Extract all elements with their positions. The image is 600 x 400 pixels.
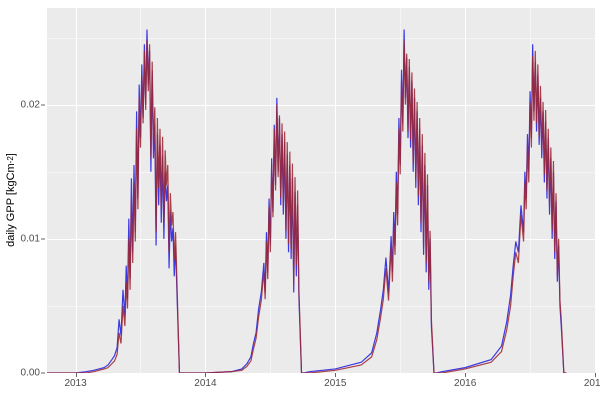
x-axis-tick-label: 2014	[194, 378, 217, 389]
gridline-major-vertical	[75, 8, 77, 373]
x-axis-tick-mark	[465, 373, 467, 377]
x-axis-tick-label: 2017	[583, 378, 600, 389]
gridline-minor-horizontal	[47, 171, 595, 173]
x-axis-tick-label: 2013	[64, 378, 87, 389]
y-axis-tick-labels: 0.00 0.01 0.02	[0, 0, 40, 400]
y-axis-tick-mark	[41, 372, 45, 374]
gridline-major-vertical	[465, 8, 467, 373]
series-line-red	[47, 40, 567, 373]
x-axis-tick-mark	[335, 373, 337, 377]
gridline-minor-vertical	[530, 8, 532, 373]
x-axis-tick-label: 2016	[454, 378, 477, 389]
gridline-major-horizontal	[47, 238, 595, 240]
y-axis-tick-label: 0.01	[20, 233, 40, 245]
y-axis-tick-mark	[41, 238, 45, 240]
gridline-minor-vertical	[400, 8, 402, 373]
plot-panel	[47, 8, 595, 373]
series-layer	[47, 29, 567, 373]
x-axis-tick-mark	[205, 373, 207, 377]
x-axis-tick-mark	[75, 373, 77, 377]
y-axis-tick-label: 0.00	[20, 367, 40, 379]
x-axis-tick-mark	[595, 373, 596, 377]
gridline-minor-horizontal	[47, 305, 595, 307]
gridline-major-vertical	[205, 8, 207, 373]
gridline-major-vertical	[335, 8, 337, 373]
y-axis-tick-label: 0.02	[20, 99, 40, 111]
y-axis-tick-mark	[41, 104, 45, 106]
gridline-major-horizontal	[47, 104, 595, 106]
gridline-minor-vertical	[140, 8, 142, 373]
gridline-minor-horizontal	[47, 37, 595, 39]
x-axis-tick-label: 2015	[324, 378, 347, 389]
